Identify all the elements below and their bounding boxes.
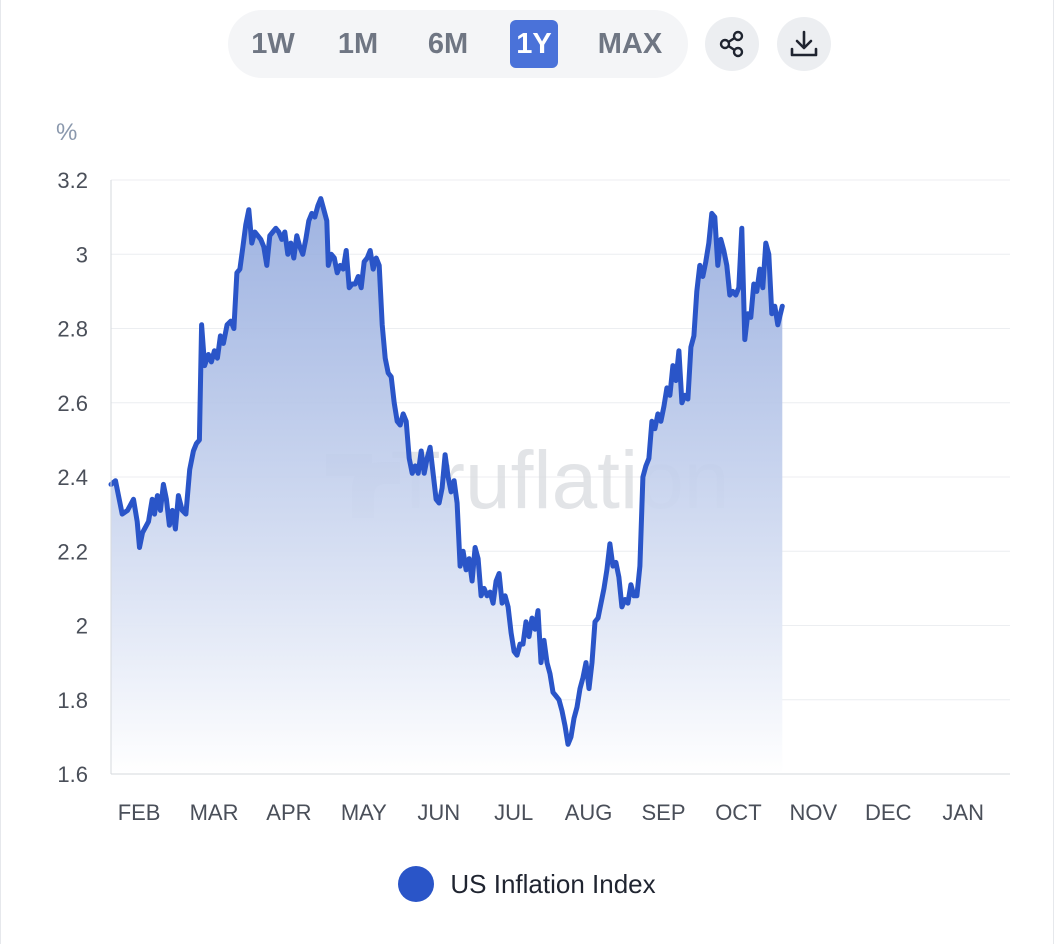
download-icon	[790, 30, 818, 57]
x-tick-label: JAN	[942, 800, 984, 825]
x-tick-label: FEB	[118, 800, 161, 825]
y-tick-label: 3	[76, 242, 88, 267]
y-tick-label: 2.8	[57, 317, 88, 342]
frame-left-edge	[0, 0, 1, 944]
x-tick-label: APR	[266, 800, 311, 825]
y-tick-label: 1.8	[57, 688, 88, 713]
range-selector: 1W 1M 6M 1Y MAX	[228, 10, 688, 78]
range-6m-button[interactable]: 6M	[427, 28, 469, 60]
x-tick-label: JUL	[494, 800, 533, 825]
share-button[interactable]	[705, 17, 759, 71]
legend-swatch[interactable]	[398, 866, 435, 902]
y-tick-label: 2.4	[57, 465, 88, 490]
y-tick-label: 2	[76, 614, 88, 639]
x-axis-ticks: FEB MAR APR MAY JUN JUL AUG SEP OCT NOV DEC JAN	[118, 800, 984, 825]
x-tick-label: SEP	[641, 800, 685, 825]
x-tick-label: DEC	[865, 800, 912, 825]
range-1w-button[interactable]: 1W	[251, 28, 295, 60]
x-tick-label: JUN	[417, 800, 460, 825]
range-1y-button[interactable]: 1Y	[510, 20, 558, 68]
y-tick-label: 1.6	[57, 762, 88, 787]
x-tick-label: AUG	[565, 800, 613, 825]
x-tick-label: MAR	[190, 800, 239, 825]
y-tick-label: 2.6	[57, 391, 88, 416]
x-tick-label: OCT	[715, 800, 761, 825]
series-line	[108, 196, 785, 747]
y-tick-label: 2.2	[57, 539, 88, 564]
share-icon	[719, 30, 744, 58]
x-tick-label: MAY	[341, 800, 387, 825]
legend-label[interactable]: US Inflation Index	[450, 868, 656, 899]
y-axis-ticks: 1.6 1.8 2 2.2 2.4 2.6 2.8 3 3.2	[57, 168, 88, 787]
y-tick-label: 3.2	[57, 168, 88, 193]
chart-toolbar: 1W 1M 6M 1Y MAX	[0, 10, 1054, 80]
series-area	[111, 198, 783, 775]
x-tick-label: NOV	[790, 800, 838, 825]
range-max-button[interactable]: MAX	[597, 28, 663, 60]
chart-legend: US Inflation Index	[0, 862, 1054, 906]
range-1m-button[interactable]: 1M	[337, 28, 379, 60]
y-axis-label: %	[56, 119, 77, 146]
download-button[interactable]	[777, 17, 831, 71]
